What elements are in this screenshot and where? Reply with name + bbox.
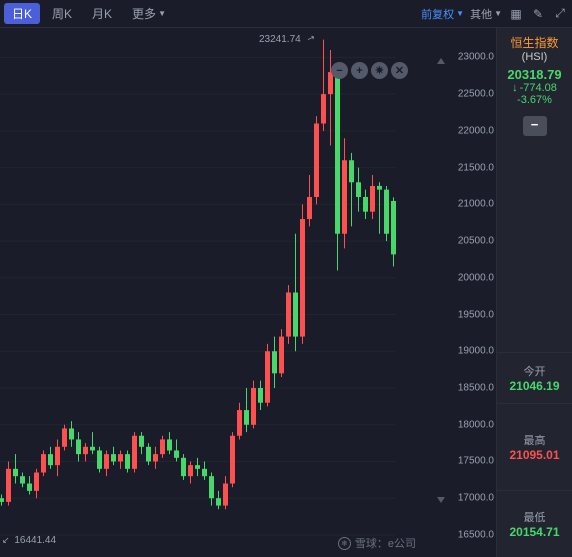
chevron-down-icon: ▼ xyxy=(494,9,502,18)
close-button[interactable]: ✕ xyxy=(391,62,408,79)
y-tick-label: 23000.0 xyxy=(458,52,494,63)
watermark-text: 雪球：e公司 xyxy=(355,535,416,551)
chevron-down-icon: ▼ xyxy=(158,9,166,18)
tab-more[interactable]: 更多 ▼ xyxy=(124,3,174,24)
tab-week-k[interactable]: 周K xyxy=(44,3,80,24)
grid-icon[interactable]: ▦ xyxy=(508,6,524,22)
y-tick-label: 22000.0 xyxy=(458,125,494,136)
low-section: 最低 20154.71 xyxy=(497,490,572,557)
high-label: 最高 xyxy=(497,432,572,448)
y-tick-label: 18000.0 xyxy=(458,419,494,430)
scroll-down-icon[interactable] xyxy=(437,497,445,503)
high-section: 最高 21095.01 xyxy=(497,403,572,490)
index-change: ↓ -774.08 xyxy=(497,82,572,94)
y-tick-label: 19000.0 xyxy=(458,346,494,357)
change-value: -774.08 xyxy=(520,82,557,94)
tab-more-label: 更多 xyxy=(132,5,156,22)
tab-day-k[interactable]: 日K xyxy=(4,3,40,24)
pencil-icon[interactable]: ✎ xyxy=(530,6,546,22)
y-tick-label: 17500.0 xyxy=(458,456,494,467)
tab-month-k[interactable]: 月K xyxy=(84,3,120,24)
y-tick-label: 16500.0 xyxy=(458,529,494,540)
expand-icon[interactable]: ⤢ xyxy=(552,6,568,22)
scroll-up-icon[interactable] xyxy=(437,58,445,64)
top-bar: 日K 周K 月K 更多 ▼ 前复权 ▼ 其他 ▼ ▦ ✎ ⤢ xyxy=(0,0,572,28)
y-tick-label: 22500.0 xyxy=(458,89,494,100)
y-tick-label: 18500.0 xyxy=(458,383,494,394)
open-label: 今开 xyxy=(497,363,572,379)
y-axis: 16500.0 17000.0 17500.0 18000.0 18500.0 19000… xyxy=(446,28,496,557)
main-area: 16500.0 17000.0 17500.0 18000.0 18500.0 19000… xyxy=(0,28,572,557)
watermark: ❄ 雪球：e公司 xyxy=(338,535,416,551)
top-right-controls: 前复权 ▼ 其他 ▼ ▦ ✎ ⤢ xyxy=(421,6,568,22)
collapse-button[interactable]: − xyxy=(523,116,547,136)
open-section: 今开 21046.19 xyxy=(497,352,572,403)
arrow-down-icon: ↙ xyxy=(2,535,10,545)
adjust-dropdown[interactable]: 前复权 ▼ xyxy=(421,6,464,22)
zoom-out-button[interactable]: − xyxy=(331,62,348,79)
open-value: 21046.19 xyxy=(497,379,572,393)
chevron-down-icon: ▼ xyxy=(456,9,464,18)
y-tick-label: 17000.0 xyxy=(458,493,494,504)
trough-annotation: ↙ 16441.44 xyxy=(2,535,56,546)
index-price: 20318.79 xyxy=(497,67,572,82)
y-tick-label: 21500.0 xyxy=(458,162,494,173)
index-pct: -3.67% xyxy=(497,94,572,106)
y-tick-label: 21000.0 xyxy=(458,199,494,210)
low-value: 20154.71 xyxy=(497,525,572,539)
high-value: 21095.01 xyxy=(497,448,572,462)
y-tick-label: 20500.0 xyxy=(458,236,494,247)
other-label: 其他 xyxy=(470,6,492,22)
index-name: 恒生指数 xyxy=(497,28,572,51)
y-tick-label: 19500.0 xyxy=(458,309,494,320)
view-controls: − + ✷ ✕ xyxy=(331,62,408,79)
other-dropdown[interactable]: 其他 ▼ xyxy=(470,6,502,22)
y-tick-label: 20000.0 xyxy=(458,272,494,283)
adjust-label: 前复权 xyxy=(421,6,454,22)
down-arrow-icon: ↓ xyxy=(512,82,518,94)
settings-gear-icon[interactable]: ✷ xyxy=(371,62,388,79)
zoom-in-button[interactable]: + xyxy=(351,62,368,79)
index-code: (HSI) xyxy=(497,51,572,63)
trough-value: 16441.44 xyxy=(14,535,56,546)
chart-area[interactable]: 16500.0 17000.0 17500.0 18000.0 18500.0 19000… xyxy=(0,28,496,557)
peak-value: 23241.74 xyxy=(259,34,301,45)
peak-annotation: 23241.74 ↗ xyxy=(259,34,314,45)
low-label: 最低 xyxy=(497,509,572,525)
candlestick-chart xyxy=(0,28,446,557)
xueqiu-logo-icon: ❄ xyxy=(338,537,351,550)
right-panel: 恒生指数 (HSI) 20318.79 ↓ -774.08 -3.67% − 今… xyxy=(496,28,572,557)
